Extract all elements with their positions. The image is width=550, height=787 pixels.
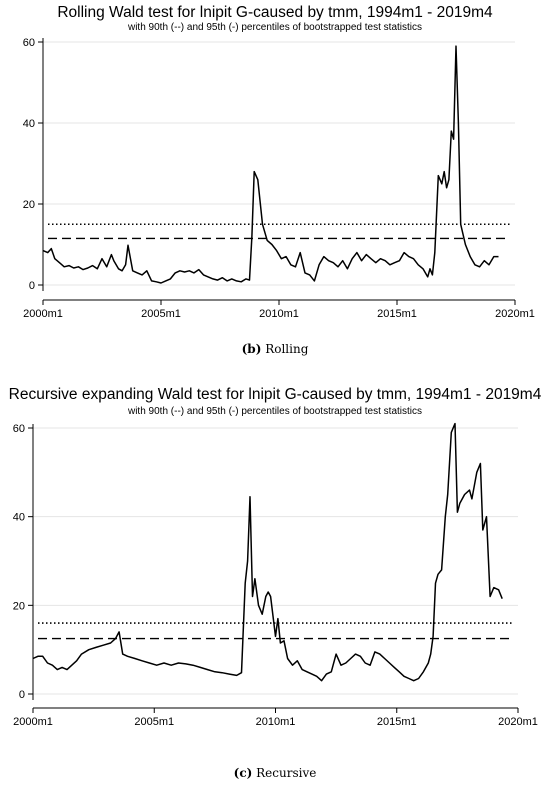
y-tick-label: 40 xyxy=(23,118,35,130)
figure-caption: (b) Rolling xyxy=(0,342,550,356)
x-tick-label: 2000m1 xyxy=(23,308,63,320)
x-tick-label: 2000m1 xyxy=(13,716,53,728)
y-tick-label: 20 xyxy=(13,600,25,612)
caption-label: (c) xyxy=(233,766,253,780)
y-tick-label: 20 xyxy=(23,199,35,211)
x-tick-label: 2005m1 xyxy=(141,308,181,320)
plot-area: 0 20 40 60 2000m1 2005m1 2010m1 2015m1 2020m1 xyxy=(13,422,538,728)
wald-statistic-line xyxy=(32,422,503,682)
x-tick-label: 2010m1 xyxy=(256,716,296,728)
y-tick-label: 60 xyxy=(23,37,35,49)
chart-title: Rolling Wald test for lnipit G-caused by… xyxy=(57,4,493,21)
x-tick-label: 2020m1 xyxy=(498,716,538,728)
wald-statistic-line xyxy=(42,45,499,284)
y-tick-label: 60 xyxy=(13,423,25,435)
chart-subtitle: with 90th (--) and 95th (-) percentiles … xyxy=(127,22,423,33)
chart-panel-recursive: Recursive expanding Wald test for lnipit… xyxy=(0,380,550,787)
y-tick-label: 40 xyxy=(13,512,25,524)
figure-caption: (c) Recursive xyxy=(0,766,550,780)
caption-label: (b) xyxy=(241,342,262,356)
plot-area: 0 20 40 60 2000m1 2005m1 2010m1 2015m1 2020m1 xyxy=(23,37,535,320)
y-tick-label: 0 xyxy=(19,689,25,701)
x-tick-label: 2005m1 xyxy=(134,716,174,728)
x-tick-label: 2015m1 xyxy=(377,716,417,728)
x-tick-label: 2015m1 xyxy=(377,308,417,320)
caption-text: Recursive xyxy=(252,766,317,780)
x-tick-label: 2020m1 xyxy=(495,308,535,320)
caption-text: Rolling xyxy=(261,342,309,356)
chart-panel-rolling: Rolling Wald test for lnipit G-caused by… xyxy=(0,0,550,370)
x-tick-label: 2010m1 xyxy=(259,308,299,320)
chart-title: Recursive expanding Wald test for lnipit… xyxy=(8,386,542,403)
y-tick-label: 0 xyxy=(29,280,35,292)
chart-subtitle: with 90th (--) and 95th (-) percentiles … xyxy=(127,406,423,417)
